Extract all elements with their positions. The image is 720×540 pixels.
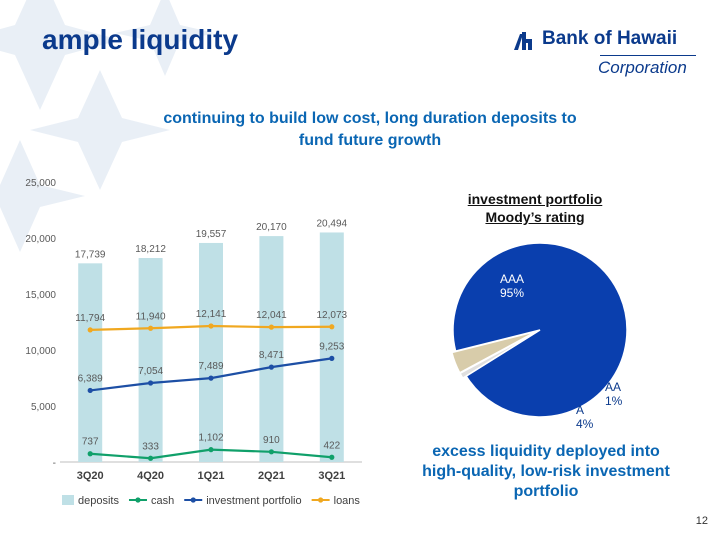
pie-label-name: AAA — [500, 272, 525, 286]
x-category-label: 3Q21 — [318, 470, 345, 482]
cash-point — [148, 455, 154, 461]
subtitle-line: continuing to build low cost, long durat… — [163, 110, 577, 127]
investment-portfolio-data-label: 9,253 — [319, 341, 344, 352]
loans-data-label: 12,141 — [196, 309, 227, 320]
loans-data-label: 12,073 — [317, 310, 348, 321]
logo-name: Bank of Hawaii — [542, 28, 678, 49]
pie-label-value: 1% — [605, 394, 623, 408]
pie-label-value: 4% — [576, 417, 594, 431]
star-shape — [115, 0, 215, 76]
deposits-data-label: 20,170 — [256, 222, 287, 233]
investment-portfolio-data-label: 7,489 — [198, 361, 223, 372]
pie-slice-aaa — [452, 242, 628, 418]
legend-label-deposits: deposits — [78, 495, 119, 507]
pie-title-line: investment portfolio — [467, 191, 603, 207]
cash-data-label: 1,102 — [198, 433, 223, 444]
cash-point — [87, 451, 93, 457]
excess-liquidity-callout: excess liquidity deployed into high-qual… — [400, 442, 692, 502]
loans-point — [148, 325, 154, 331]
page-number: 12 — [695, 515, 708, 527]
bank-logo-mark-icon — [514, 32, 532, 50]
pie-slice-a — [450, 330, 537, 374]
deposits-bar — [259, 236, 284, 462]
cash-data-label: 910 — [263, 435, 280, 446]
logo-divider — [600, 55, 696, 56]
investment-portfolio-data-label: 8,471 — [259, 350, 284, 361]
pie-label-a: A 4% — [576, 403, 593, 431]
investment-portfolio-point — [148, 380, 154, 386]
pie-label-aaa: AAA 95% — [500, 272, 524, 300]
loans-data-label: 12,041 — [256, 310, 287, 321]
pie-label-value: 95% — [500, 286, 525, 300]
cash-point — [329, 454, 335, 460]
legend-marker-loans — [318, 497, 324, 503]
pie-title-line: Moody’s rating — [485, 209, 585, 225]
star-shape — [30, 70, 170, 190]
legend-label-loans: loans — [334, 495, 361, 507]
loans-point — [208, 323, 214, 329]
investment-portfolio-data-label: 6,389 — [78, 373, 103, 384]
star-shape — [0, 0, 120, 110]
deposits-data-label: 20,494 — [317, 218, 348, 229]
callout-line: high-quality, low-risk investment — [422, 463, 670, 480]
loans-data-label: 11,794 — [75, 313, 105, 324]
investment-portfolio-point — [329, 355, 335, 361]
star-shape — [0, 140, 85, 252]
moodys-rating-pie-chart — [450, 242, 628, 418]
loans-point — [268, 324, 274, 330]
legend-swatch-deposits — [62, 495, 74, 505]
y-tick-label: 15,000 — [25, 290, 56, 301]
slide-title: ample liquidity — [42, 24, 239, 55]
deposits-data-label: 18,212 — [135, 244, 166, 255]
pie-label-aa: AA 1% — [605, 380, 622, 408]
pie-chart-title: investment portfolio Moody’s rating — [410, 190, 660, 226]
subtitle-line: fund future growth — [298, 132, 442, 149]
deposits-data-label: 19,557 — [196, 229, 227, 240]
legend-label-investment-portfolio: investment portfolio — [206, 495, 301, 507]
y-tick-label: 20,000 — [25, 234, 56, 245]
investment-portfolio-point — [268, 364, 274, 370]
deposits-bar — [138, 258, 163, 462]
pie-label-name: AA — [605, 380, 622, 394]
y-tick-label: 10,000 — [25, 346, 56, 357]
cash-point — [208, 447, 214, 453]
cash-data-label: 422 — [323, 440, 340, 451]
deposits-bar — [78, 263, 103, 462]
x-category-label: 1Q21 — [198, 470, 225, 482]
cash-data-label: 333 — [142, 441, 159, 452]
loans-point — [87, 327, 93, 333]
loans-data-label: 11,940 — [136, 311, 166, 322]
x-category-label: 4Q20 — [137, 470, 164, 482]
liquidity-combo-chart: 25,000 20,000 15,000 10,000 5,000 - 17,739 18,2… — [25, 178, 362, 507]
x-category-label: 2Q21 — [258, 470, 285, 482]
logo-subtitle: Corporation — [598, 58, 687, 77]
x-category-label: 3Q20 — [77, 470, 104, 482]
cash-data-label: 737 — [82, 437, 99, 448]
y-tick-label: 5,000 — [31, 402, 56, 413]
callout-line: portfolio — [513, 483, 579, 500]
investment-portfolio-data-label: 7,054 — [138, 366, 163, 377]
deposits-bar — [319, 232, 344, 462]
legend-marker-cash — [135, 497, 141, 503]
investment-portfolio-point — [208, 375, 214, 381]
company-logo: Bank of Hawaii Corporation — [508, 28, 698, 80]
investment-portfolio-point — [87, 387, 93, 394]
deposits-data-label: 17,739 — [75, 249, 106, 260]
pie-label-name: A — [576, 403, 585, 417]
callout-line: excess liquidity deployed into — [432, 443, 660, 460]
slide-subtitle: continuing to build low cost, long durat… — [120, 108, 620, 152]
y-tick-label: - — [53, 458, 56, 469]
cash-point — [268, 449, 274, 455]
y-tick-label: 25,000 — [25, 178, 56, 189]
deposits-bar — [199, 242, 223, 462]
legend-label-cash: cash — [151, 495, 174, 507]
loans-point — [329, 324, 335, 330]
legend-marker-investment-portfolio — [190, 497, 196, 503]
